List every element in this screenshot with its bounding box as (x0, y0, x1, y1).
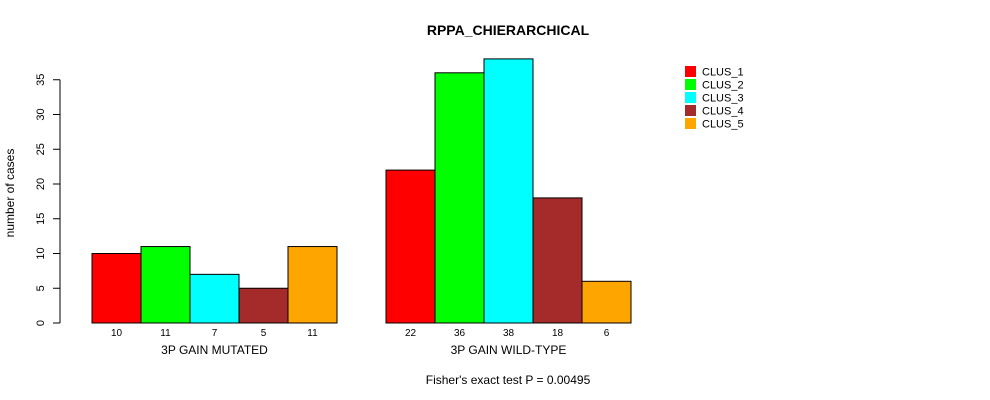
group-labels: 3P GAIN MUTATED 3P GAIN WILD-TYPE (161, 343, 566, 357)
bar-clus-5 (581, 280, 632, 324)
footnote: Fisher's exact test P = 0.00495 (426, 373, 591, 387)
y-tick-label: 25 (35, 143, 47, 155)
y-tick-label: 15 (35, 213, 47, 225)
legend-swatch (685, 118, 696, 129)
bars-group (91, 58, 632, 324)
bar-clus-1 (385, 169, 436, 324)
legend-swatch (685, 79, 696, 90)
bar-clus-3 (189, 273, 240, 324)
count-label: 5 (261, 328, 267, 339)
count-labels: 10 11 7 5 11 22 36 38 18 6 (111, 328, 610, 339)
legend-swatch (685, 92, 696, 103)
count-label: 6 (604, 328, 610, 339)
y-tick-label: 30 (35, 108, 47, 120)
legend-label: CLUS_5 (702, 119, 744, 131)
y-tick-label: 20 (35, 178, 47, 190)
y-axis: 0 5 10 15 20 25 30 35 (35, 74, 61, 326)
legend-label: CLUS_4 (702, 106, 744, 118)
count-label: 11 (307, 328, 318, 339)
bar-clus-5 (287, 246, 338, 324)
count-label: 11 (160, 328, 171, 339)
y-axis-label: number of cases (3, 149, 17, 238)
bar-clus-4 (532, 197, 583, 324)
legend-swatch (685, 105, 696, 116)
y-tick-label: 0 (35, 320, 47, 326)
bar-clus-1 (91, 253, 142, 324)
legend-label: CLUS_3 (702, 93, 744, 105)
count-label: 36 (454, 328, 466, 339)
legend-label: CLUS_2 (702, 80, 744, 92)
count-label: 10 (111, 328, 123, 339)
legend-label: CLUS_1 (702, 67, 744, 79)
count-label: 22 (405, 328, 417, 339)
bar-clus-2 (434, 72, 485, 324)
y-tick-label: 5 (35, 285, 47, 291)
count-label: 38 (503, 328, 515, 339)
count-label: 18 (552, 328, 564, 339)
y-tick-label: 10 (35, 247, 47, 259)
group-label: 3P GAIN WILD-TYPE (451, 343, 567, 357)
bar-clus-3 (483, 58, 534, 324)
y-tick-label: 35 (35, 74, 47, 86)
bar-clus-4 (238, 287, 289, 324)
group-label: 3P GAIN MUTATED (161, 343, 268, 357)
chart-title: RPPA_CHIERARCHICAL (427, 22, 590, 38)
legend-swatch (685, 66, 696, 77)
count-label: 7 (212, 328, 218, 339)
bar-clus-2 (140, 246, 191, 324)
